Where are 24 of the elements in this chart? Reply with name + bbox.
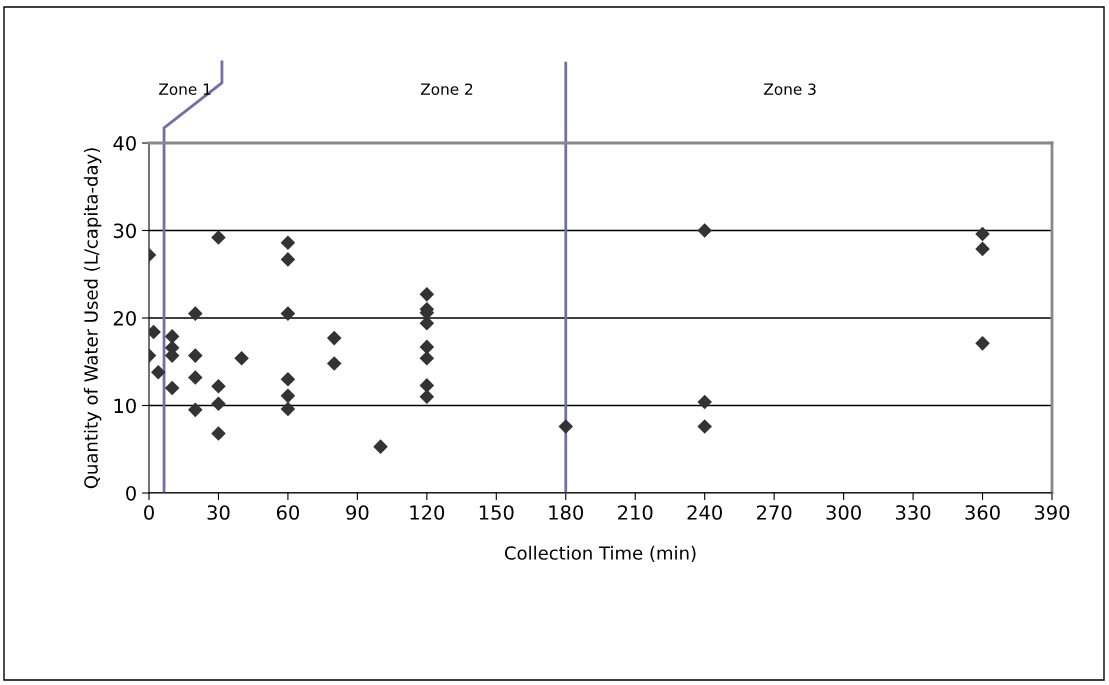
x-tick-label: 300	[826, 505, 861, 520]
x-tick-label: 150	[479, 505, 514, 520]
x-tick-label: 330	[896, 505, 931, 520]
text: Zone 2	[420, 83, 473, 95]
x-axis-title: Collection Time (min)	[504, 545, 696, 562]
x-tick-label: 180	[549, 505, 584, 520]
y-tick-label: 10	[114, 398, 136, 414]
x-tick-label: 60	[276, 505, 299, 520]
text: Zone 1	[159, 83, 211, 95]
x-tick-label: 120	[410, 505, 445, 520]
x-tick-label: 240	[687, 505, 722, 520]
y-tick-label: 30	[113, 223, 136, 239]
x-tick-label: 30	[207, 505, 230, 520]
y-tick-label: 20	[113, 310, 136, 326]
x-tick-label: 390	[1034, 505, 1070, 520]
y-tick-label: 40	[113, 135, 136, 151]
x-tick-label: 0	[144, 505, 154, 520]
y-tick-label: 0	[126, 485, 136, 501]
x-tick-label: 360	[965, 505, 1000, 520]
x-tick-label: 90	[346, 505, 369, 520]
y-axis-title: Quantity of Water Used (L/capita-day)	[83, 148, 102, 489]
x-tick-label: 210	[618, 505, 653, 520]
x-tick-label: 270	[757, 505, 792, 520]
text: Zone 3	[764, 83, 816, 95]
